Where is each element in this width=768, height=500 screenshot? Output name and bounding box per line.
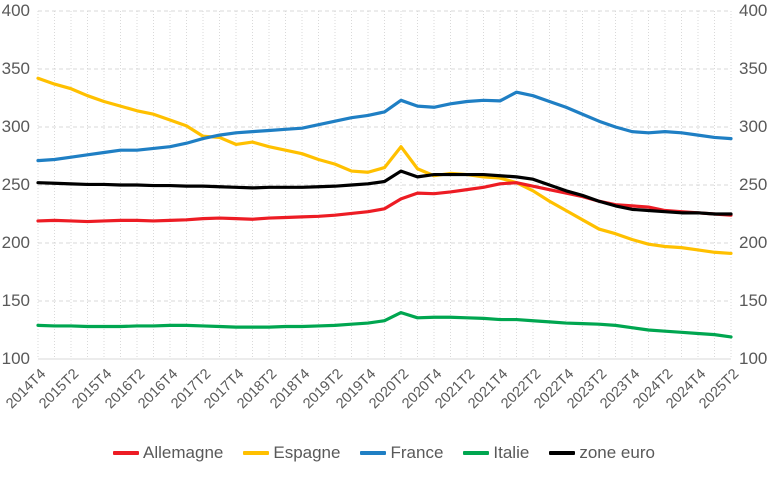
y-axis-tick-right-350: 350 bbox=[739, 59, 768, 78]
y-axis-tick-right-250: 250 bbox=[739, 175, 768, 194]
legend-swatch-icon bbox=[463, 451, 490, 455]
y-axis-tick-left-100: 100 bbox=[1, 349, 30, 368]
y-axis-tick-right-100: 100 bbox=[739, 349, 768, 368]
legend-item-france[interactable]: France bbox=[360, 443, 443, 463]
y-axis-tick-left-200: 200 bbox=[1, 233, 30, 252]
legend-item-espagne[interactable]: Espagne bbox=[243, 443, 340, 463]
legend-item-zone-euro[interactable]: zone euro bbox=[549, 443, 655, 463]
y-axis-tick-right-300: 300 bbox=[739, 117, 768, 136]
series-line-france bbox=[36, 90, 733, 163]
legend-label: Allemagne bbox=[143, 443, 224, 462]
legend-label: Italie bbox=[493, 443, 530, 462]
y-axis-tick-left-350: 350 bbox=[1, 59, 30, 78]
legend-item-allemagne[interactable]: Allemagne bbox=[113, 443, 223, 463]
y-axis-tick-right-150: 150 bbox=[739, 291, 768, 310]
y-axis-tick-right-200: 200 bbox=[739, 233, 768, 252]
legend-label: France bbox=[390, 443, 444, 462]
chart-legend: Allemagne Espagne France Italie zone euro bbox=[0, 443, 768, 463]
legend-swatch-icon bbox=[360, 451, 387, 455]
y-axis-tick-right-400: 400 bbox=[739, 1, 768, 20]
y-axis-tick-left-300: 300 bbox=[1, 117, 30, 136]
legend-item-italie[interactable]: Italie bbox=[463, 443, 529, 463]
legend-swatch-icon bbox=[549, 451, 576, 455]
legend-label: Espagne bbox=[273, 443, 341, 462]
legend-swatch-icon bbox=[113, 451, 140, 455]
series-line-zone-euro bbox=[36, 169, 733, 216]
y-axis-tick-left-150: 150 bbox=[1, 291, 30, 310]
y-axis-tick-left-400: 400 bbox=[1, 1, 30, 20]
series-line-italie bbox=[36, 311, 733, 339]
y-axis-tick-left-250: 250 bbox=[1, 175, 30, 194]
legend-swatch-icon bbox=[243, 451, 270, 455]
legend-label: zone euro bbox=[579, 443, 655, 462]
series-line-espagne bbox=[36, 76, 733, 256]
